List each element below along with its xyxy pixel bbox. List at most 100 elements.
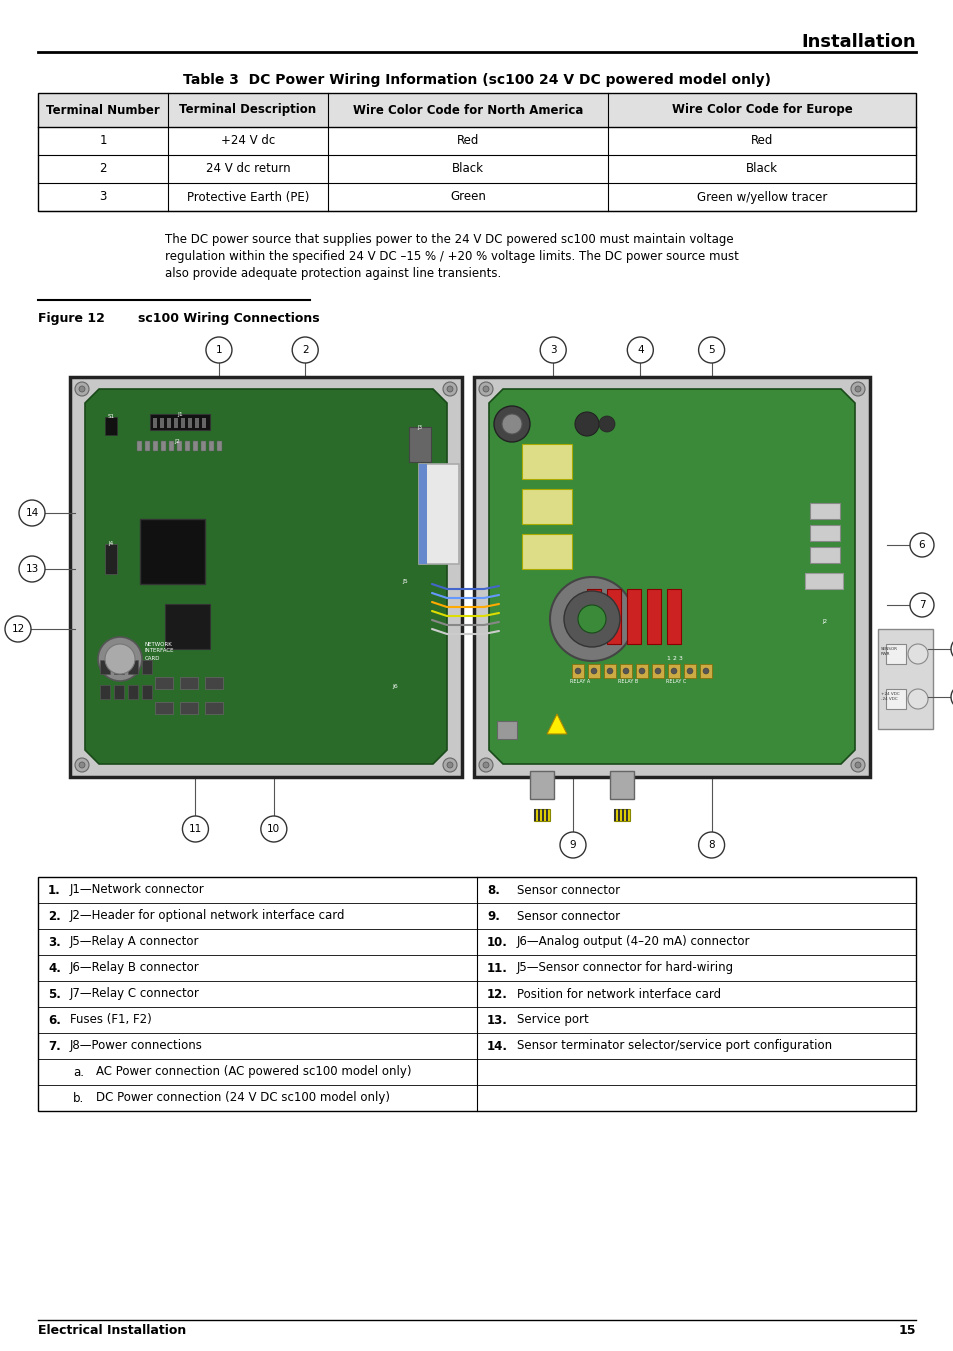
- Bar: [418, 463, 458, 563]
- Text: a.: a.: [73, 1066, 84, 1078]
- Bar: [667, 663, 679, 678]
- Text: 15: 15: [898, 1324, 915, 1336]
- Circle shape: [578, 605, 605, 634]
- Text: b.: b.: [73, 1092, 84, 1105]
- Bar: [885, 644, 905, 663]
- Bar: [140, 519, 205, 584]
- Bar: [700, 663, 711, 678]
- Bar: [181, 417, 185, 428]
- Bar: [137, 440, 142, 451]
- Circle shape: [907, 644, 927, 663]
- Text: Wire Color Code for North America: Wire Color Code for North America: [353, 104, 582, 116]
- Bar: [113, 685, 124, 698]
- Text: 1: 1: [99, 135, 107, 147]
- Bar: [521, 489, 572, 524]
- Text: J3: J3: [417, 426, 422, 430]
- Circle shape: [105, 644, 135, 674]
- Circle shape: [655, 667, 660, 674]
- Circle shape: [622, 667, 628, 674]
- Text: 5: 5: [707, 345, 714, 355]
- Text: Sensor connector: Sensor connector: [517, 909, 619, 923]
- Circle shape: [292, 336, 318, 363]
- Text: +24 V dc: +24 V dc: [221, 135, 274, 147]
- Bar: [105, 544, 117, 574]
- Polygon shape: [489, 389, 854, 765]
- Bar: [666, 589, 680, 644]
- Bar: [188, 417, 192, 428]
- Bar: [128, 661, 138, 674]
- Bar: [474, 377, 869, 777]
- Bar: [603, 663, 616, 678]
- Text: J2: J2: [173, 439, 180, 444]
- Text: Electrical Installation: Electrical Installation: [38, 1324, 186, 1336]
- Circle shape: [260, 816, 287, 842]
- Text: +24 VDC
-24 VDC: +24 VDC -24 VDC: [880, 692, 899, 701]
- Bar: [619, 663, 631, 678]
- Bar: [70, 377, 461, 777]
- Bar: [152, 417, 157, 428]
- Text: 7.: 7.: [48, 1039, 61, 1052]
- Text: 14.: 14.: [486, 1039, 507, 1052]
- Circle shape: [698, 832, 724, 858]
- Circle shape: [627, 336, 653, 363]
- Bar: [38, 877, 915, 1111]
- Bar: [169, 440, 173, 451]
- Bar: [160, 417, 164, 428]
- Text: 1: 1: [215, 345, 222, 355]
- Bar: [216, 440, 222, 451]
- Bar: [587, 663, 599, 678]
- Text: also provide adequate protection against line transients.: also provide adequate protection against…: [165, 267, 500, 280]
- Bar: [154, 677, 172, 689]
- Bar: [209, 440, 213, 451]
- Text: J6—Analog output (4–20 mA) connector: J6—Analog output (4–20 mA) connector: [517, 935, 750, 948]
- Text: 4.: 4.: [48, 962, 61, 974]
- Text: Service port: Service port: [517, 1013, 588, 1027]
- Text: 3: 3: [549, 345, 556, 355]
- Text: S1: S1: [108, 413, 114, 419]
- Text: 6.: 6.: [48, 1013, 61, 1027]
- Text: 11.: 11.: [486, 962, 507, 974]
- Text: 2: 2: [301, 345, 308, 355]
- Text: DC Power connection (24 V DC sc100 model only): DC Power connection (24 V DC sc100 model…: [96, 1092, 390, 1105]
- Text: J6—Relay B connector: J6—Relay B connector: [70, 962, 199, 974]
- Text: 24 V dc return: 24 V dc return: [206, 162, 290, 176]
- Text: Installation: Installation: [801, 32, 915, 51]
- Bar: [154, 703, 172, 713]
- Text: 6: 6: [918, 540, 924, 550]
- Bar: [625, 809, 627, 821]
- Circle shape: [494, 407, 530, 442]
- Bar: [804, 573, 842, 589]
- Bar: [38, 93, 915, 127]
- Text: Terminal Number: Terminal Number: [46, 104, 160, 116]
- Bar: [877, 630, 932, 730]
- Bar: [651, 663, 663, 678]
- Text: J4: J4: [109, 540, 113, 546]
- Bar: [167, 417, 171, 428]
- Bar: [636, 663, 647, 678]
- Bar: [205, 703, 223, 713]
- Text: J6: J6: [392, 684, 397, 689]
- Text: 13: 13: [26, 563, 38, 574]
- Bar: [626, 589, 640, 644]
- Text: Wire Color Code for Europe: Wire Color Code for Europe: [671, 104, 851, 116]
- Bar: [618, 809, 619, 821]
- Circle shape: [478, 758, 493, 771]
- Circle shape: [575, 412, 598, 436]
- Circle shape: [447, 386, 453, 392]
- Text: 2.: 2.: [48, 909, 61, 923]
- Text: Green: Green: [450, 190, 485, 204]
- Text: 2: 2: [99, 162, 107, 176]
- Bar: [201, 440, 206, 451]
- Bar: [606, 589, 620, 644]
- Text: Fuses (F1, F2): Fuses (F1, F2): [70, 1013, 152, 1027]
- Text: The DC power source that supplies power to the 24 V DC powered sc100 must mainta: The DC power source that supplies power …: [165, 232, 733, 246]
- Circle shape: [19, 557, 45, 582]
- Text: 9: 9: [569, 840, 576, 850]
- Text: sc100 Wiring Connections: sc100 Wiring Connections: [138, 312, 319, 326]
- Text: J7—Relay C connector: J7—Relay C connector: [70, 988, 200, 1001]
- Circle shape: [75, 758, 89, 771]
- Circle shape: [98, 638, 142, 681]
- Text: 11: 11: [189, 824, 202, 834]
- Text: Protective Earth (PE): Protective Earth (PE): [187, 190, 309, 204]
- Circle shape: [854, 762, 861, 767]
